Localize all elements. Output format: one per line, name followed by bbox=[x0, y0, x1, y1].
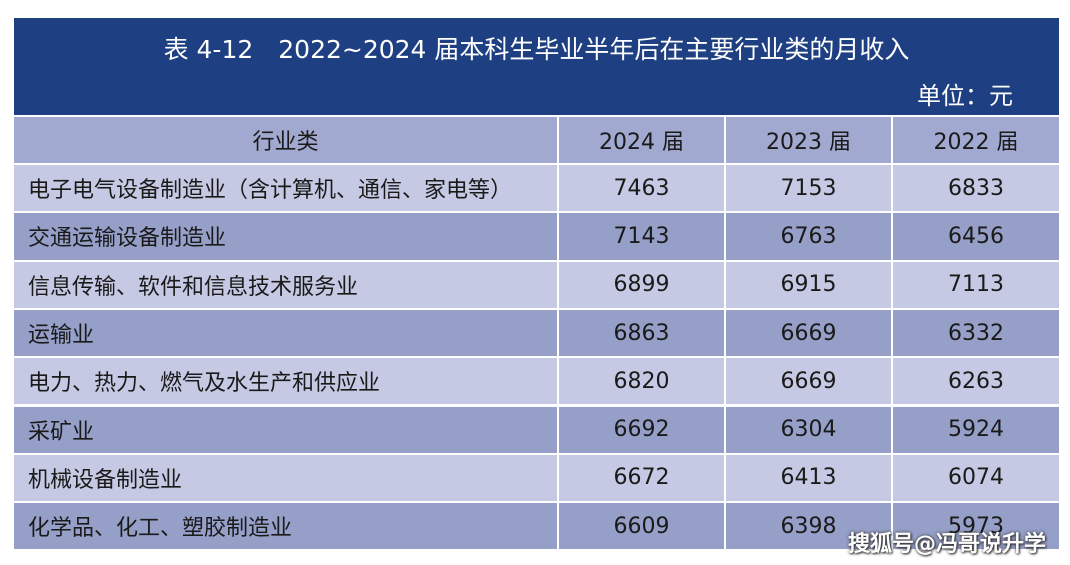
industry-cell: 化学品、化工、塑胶制造业 bbox=[14, 503, 557, 550]
value-cell: 6763 bbox=[726, 213, 891, 260]
value-cell: 6915 bbox=[726, 261, 891, 308]
value-cell: 6669 bbox=[726, 309, 891, 357]
industry-cell: 信息传输、软件和信息技术服务业 bbox=[14, 261, 557, 308]
unit: 单位：元 bbox=[917, 82, 1013, 110]
column-header: 2023 届 bbox=[726, 117, 891, 163]
value-cell: 6820 bbox=[559, 358, 724, 405]
value-cell: 6398 bbox=[726, 503, 891, 550]
value-cell: 6609 bbox=[559, 503, 724, 550]
value-cell: 6263 bbox=[893, 358, 1059, 405]
watermark: 搜狐号@冯哥说升学 bbox=[847, 532, 1046, 557]
value-cell: 5924 bbox=[893, 406, 1059, 453]
value-cell: 7463 bbox=[559, 165, 724, 212]
column-header: 2022 届 bbox=[893, 117, 1059, 163]
value-cell: 6833 bbox=[893, 165, 1059, 212]
column-header: 2024 届 bbox=[559, 117, 724, 163]
value-cell: 5973 bbox=[893, 503, 1059, 550]
title: 表 4-12 2022~2024 届本科生毕业半年后在主要行业类的月收入 bbox=[163, 35, 910, 64]
value-cell: 6692 bbox=[559, 406, 724, 453]
header: 表 4-12 2022~2024 届本科生毕业半年后在主要行业类的月收入 单位：… bbox=[14, 18, 1059, 115]
column-header: 行业类 bbox=[14, 117, 557, 163]
industry-cell: 电子电气设备制造业（含计算机、通信、家电等） bbox=[14, 165, 557, 212]
industry-cell: 采矿业 bbox=[14, 406, 557, 453]
industry-cell: 机械设备制造业 bbox=[14, 454, 557, 502]
value-cell: 6899 bbox=[559, 261, 724, 308]
value-cell: 6304 bbox=[726, 406, 891, 453]
industry-cell: 运输业 bbox=[14, 309, 557, 357]
value-cell: 7113 bbox=[893, 261, 1059, 308]
value-cell: 7143 bbox=[559, 213, 724, 260]
value-cell: 6672 bbox=[559, 454, 724, 502]
industry-cell: 电力、热力、燃气及水生产和供应业 bbox=[14, 358, 557, 405]
value-cell: 6863 bbox=[559, 309, 724, 357]
value-cell: 6456 bbox=[893, 213, 1059, 260]
value-cell: 7153 bbox=[726, 165, 891, 212]
value-cell: 6074 bbox=[893, 454, 1059, 502]
industry-cell: 交通运输设备制造业 bbox=[14, 213, 557, 260]
value-cell: 6669 bbox=[726, 358, 891, 405]
value-cell: 6332 bbox=[893, 309, 1059, 357]
value-cell: 6413 bbox=[726, 454, 891, 502]
